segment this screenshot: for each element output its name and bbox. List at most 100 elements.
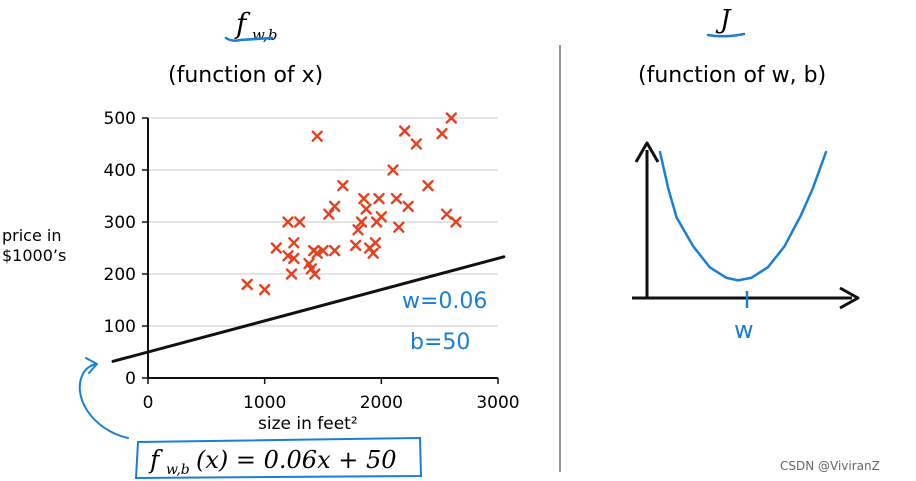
data-point [282, 216, 294, 228]
cost-x-arrow-icon [839, 286, 860, 310]
header-underline-left [224, 36, 274, 42]
data-point-mark [311, 247, 323, 259]
data-point-mark [410, 138, 423, 150]
data-point [367, 247, 379, 259]
data-point [402, 200, 414, 213]
data-point [285, 268, 298, 280]
data-point [258, 283, 271, 296]
data-point [355, 216, 368, 228]
data-point [369, 237, 382, 249]
y-tick-label-400: 400 [104, 161, 136, 181]
data-point-mark [440, 208, 453, 220]
data-point [323, 208, 335, 220]
data-point [352, 224, 364, 236]
data-point-mark [241, 278, 253, 291]
right-subtitle: (function of w, b) [638, 63, 826, 88]
data-point [305, 263, 318, 275]
data-point-mark [293, 216, 306, 228]
formula-box [134, 436, 423, 480]
data-point [270, 242, 283, 254]
data-point [398, 125, 411, 137]
y-tick-label-100: 100 [104, 317, 136, 337]
data-point-mark [282, 216, 294, 228]
data-point-mark [375, 211, 388, 223]
y-tick-label-0: 0 [125, 369, 136, 389]
scatter-points [241, 112, 462, 296]
y-axis-label-line2: $1000’s [2, 246, 66, 265]
data-point-mark [328, 244, 341, 257]
data-point [375, 211, 388, 223]
data-point [450, 216, 462, 228]
y-tick-label-200: 200 [104, 265, 136, 285]
header-j-symbol: J [715, 5, 732, 35]
data-point [440, 208, 453, 220]
x-tick-label-2000: 2000 [360, 393, 403, 413]
formula-subscript: w,b [166, 462, 190, 478]
data-point [358, 192, 370, 205]
data-point [241, 278, 253, 291]
cost-curve [658, 150, 828, 282]
data-point [328, 200, 341, 213]
data-point [317, 244, 329, 257]
data-point-mark [282, 250, 294, 262]
cost-y-arrow-icon [634, 141, 660, 163]
data-point-mark [422, 179, 434, 192]
y-tick-label-300: 300 [104, 213, 136, 233]
x-tick-label-0: 0 [143, 393, 154, 413]
data-point-mark [317, 244, 329, 257]
data-point-mark [358, 192, 370, 205]
data-point [436, 127, 448, 140]
data-point [349, 239, 362, 252]
data-point-mark [355, 216, 368, 228]
data-point [311, 130, 323, 142]
data-point-mark [270, 242, 283, 254]
left-subtitle: (function of x) [168, 63, 323, 88]
data-point [309, 268, 321, 280]
data-point [373, 192, 385, 205]
y-axis-label-line1: price in [2, 226, 62, 245]
data-point-mark [369, 237, 382, 249]
arrow-head-icon [85, 357, 98, 374]
data-point-mark [387, 164, 399, 176]
y-tick-label-500: 500 [104, 109, 136, 129]
x-tick-label-3000: 3000 [476, 393, 519, 413]
y-tick-labels: 0 100 200 300 400 500 [104, 109, 148, 389]
data-point [293, 216, 306, 228]
right-header: J (function of w, b) [638, 5, 826, 88]
annotation-b-value: b=50 [410, 330, 470, 355]
data-point-mark [311, 130, 323, 142]
scatter-gridlines [148, 117, 498, 327]
data-point-mark [258, 283, 271, 296]
data-point [360, 203, 372, 215]
formula-rest: (x) = 0.06x + 50 [196, 446, 397, 474]
data-point [390, 192, 403, 205]
data-point [422, 179, 434, 192]
header-f-symbol: f [234, 7, 251, 40]
data-point-mark [309, 268, 321, 280]
data-point-mark [323, 208, 335, 220]
data-point-mark [288, 252, 300, 265]
regression-line [111, 255, 506, 363]
data-point [445, 112, 458, 124]
data-point [410, 138, 423, 150]
data-point-mark [360, 203, 372, 215]
data-point-mark [288, 237, 300, 249]
x-tick-labels: 0 1000 2000 3000 [143, 378, 520, 413]
data-point-mark [352, 224, 364, 236]
data-point-mark [305, 263, 318, 275]
header-underline-right [706, 32, 746, 38]
data-point-mark [285, 268, 298, 280]
data-point-mark [450, 216, 462, 228]
annotation-w-value: w=0.06 [402, 289, 487, 314]
header-f-subscript: w,b [252, 26, 277, 44]
data-point [387, 164, 399, 176]
data-point [337, 179, 349, 192]
left-header: f w,b (function of x) [168, 7, 323, 88]
data-point [288, 252, 300, 265]
data-point-mark [390, 192, 403, 205]
watermark: CSDN @ViviranZ [780, 459, 880, 473]
data-point-mark [337, 179, 349, 192]
data-point-mark [367, 247, 379, 259]
